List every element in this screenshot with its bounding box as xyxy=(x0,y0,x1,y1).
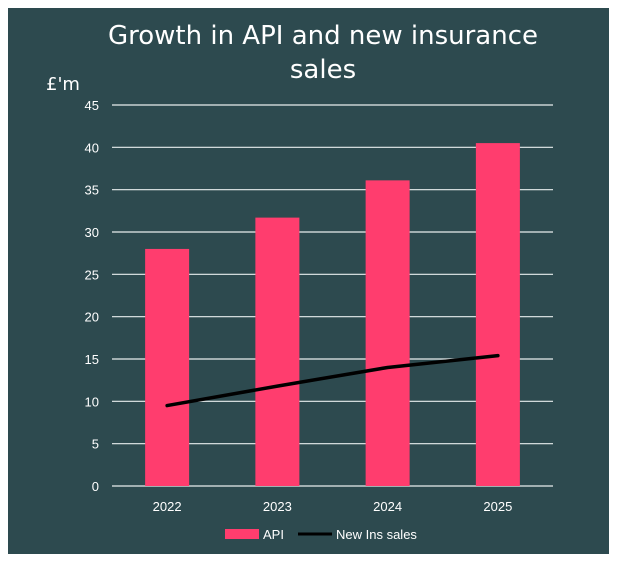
bar-api-2024 xyxy=(365,180,410,486)
y-tick-label-10: 10 xyxy=(85,394,99,409)
line-series xyxy=(165,353,500,408)
y-axis-ticks: 0 5 10 15 20 25 30 35 40 45 xyxy=(85,98,99,494)
chart-title-line-1: Growth in API and new insurance xyxy=(108,21,538,51)
x-tick-label-2023: 2023 xyxy=(263,499,292,514)
chart-panel: Growth in API and new insurance sales £'… xyxy=(8,8,609,554)
legend: API New Ins sales xyxy=(225,527,417,542)
x-tick-label-2024: 2024 xyxy=(373,499,402,514)
bar-series xyxy=(145,143,520,486)
chart-title-line-2: sales xyxy=(290,55,356,85)
y-tick-label-15: 15 xyxy=(85,352,99,367)
y-tick-label-0: 0 xyxy=(92,479,99,494)
legend-new-ins-sales-label: New Ins sales xyxy=(336,527,417,542)
line-new-ins-sales xyxy=(165,353,500,408)
bar-api-2023 xyxy=(255,217,300,486)
bar-api-2025 xyxy=(475,143,520,486)
y-tick-label-40: 40 xyxy=(85,140,99,155)
y-tick-label-35: 35 xyxy=(85,183,99,198)
y-tick-label-20: 20 xyxy=(85,310,99,325)
bar-api-2022 xyxy=(145,248,190,486)
chart-svg: Growth in API and new insurance sales £'… xyxy=(46,21,553,542)
legend-api-label: API xyxy=(263,527,284,542)
y-tick-label-25: 25 xyxy=(85,267,99,282)
legend-api-swatch xyxy=(225,529,259,539)
y-tick-label-5: 5 xyxy=(92,437,99,452)
y-tick-label-30: 30 xyxy=(85,225,99,240)
x-axis-ticks: 2022 2023 2024 2025 xyxy=(153,499,513,514)
x-tick-label-2025: 2025 xyxy=(483,499,512,514)
x-tick-label-2022: 2022 xyxy=(153,499,182,514)
y-axis-unit-label: £'m xyxy=(46,74,80,95)
y-tick-label-45: 45 xyxy=(85,98,99,113)
